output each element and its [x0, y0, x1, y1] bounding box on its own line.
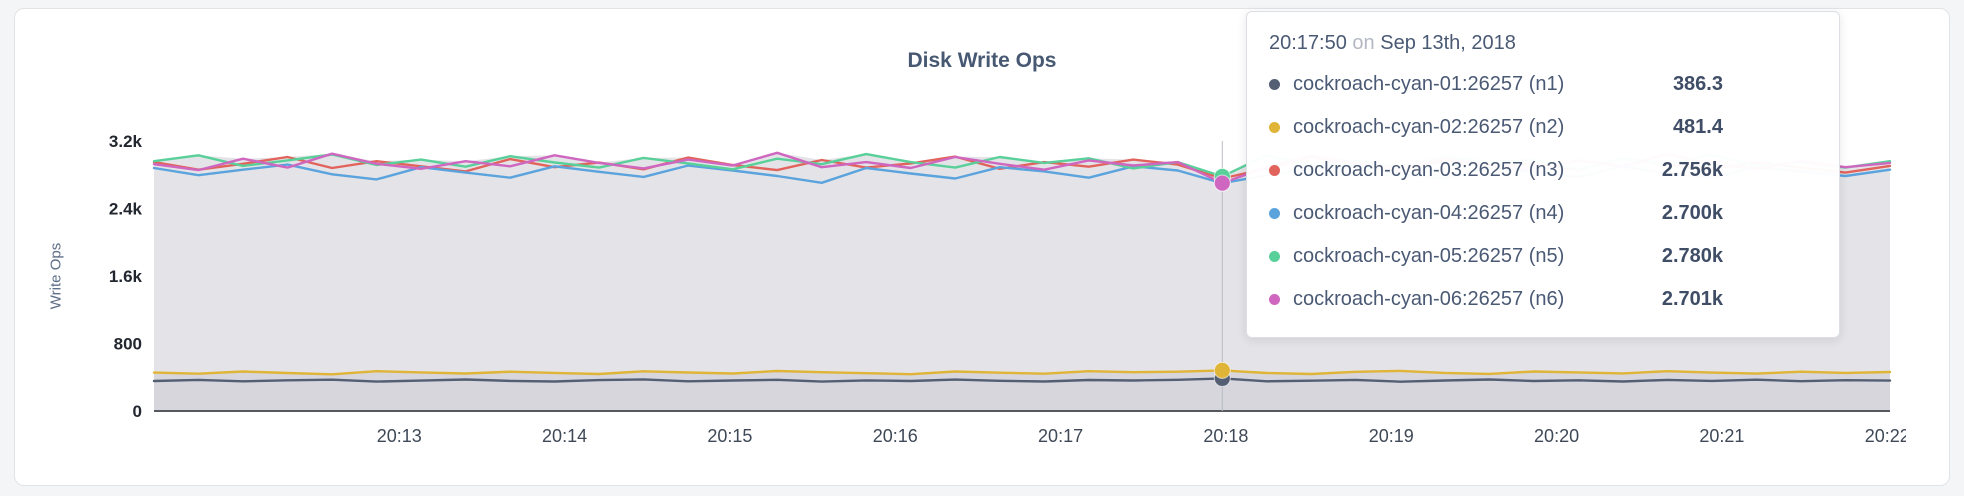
svg-text:20:13: 20:13 — [377, 426, 422, 446]
series-name: cockroach-cyan-01:26257 (n1) — [1293, 73, 1565, 95]
series-name: cockroach-cyan-05:26257 (n5) — [1293, 245, 1565, 267]
tooltip-on-word: on — [1352, 32, 1375, 54]
series-color-dot — [1269, 122, 1280, 133]
svg-text:1.6k: 1.6k — [109, 267, 143, 286]
tooltip-rows: cockroach-cyan-01:26257 (n1) 386.3 cockr… — [1269, 63, 1817, 321]
series-name: cockroach-cyan-06:26257 (n6) — [1293, 288, 1565, 310]
series-value: 386.3 — [1672, 73, 1723, 95]
tooltip-series-row: cockroach-cyan-06:26257 (n6) 2.701k — [1269, 278, 1817, 321]
chart-title: Disk Write Ops — [907, 49, 1057, 72]
svg-text:20:22: 20:22 — [1865, 426, 1906, 446]
series-color-dot — [1269, 208, 1280, 219]
series-color-dot — [1269, 251, 1280, 262]
tooltip-series-row: cockroach-cyan-05:26257 (n5) 2.780k — [1269, 235, 1817, 278]
svg-text:0: 0 — [133, 402, 142, 421]
tooltip-series-row: cockroach-cyan-02:26257 (n2) 481.4 — [1269, 106, 1817, 149]
series-color-dot — [1269, 165, 1280, 176]
tooltip-time: 20:17:50 — [1269, 32, 1347, 54]
tooltip-date: Sep 13th, 2018 — [1380, 32, 1516, 54]
series-name: cockroach-cyan-02:26257 (n2) — [1293, 116, 1565, 138]
series-name: cockroach-cyan-03:26257 (n3) — [1293, 159, 1565, 181]
y-axis-label: Write Ops — [47, 242, 65, 310]
svg-text:800: 800 — [114, 335, 142, 354]
series-name: cockroach-cyan-04:26257 (n4) — [1293, 202, 1565, 224]
tooltip-series-row: cockroach-cyan-04:26257 (n4) 2.700k — [1269, 192, 1817, 235]
series-color-dot — [1269, 294, 1280, 305]
svg-text:20:20: 20:20 — [1534, 426, 1579, 446]
tooltip-series-row: cockroach-cyan-01:26257 (n1) 386.3 — [1269, 63, 1817, 106]
svg-text:20:19: 20:19 — [1369, 426, 1414, 446]
series-color-dot — [1269, 79, 1280, 90]
svg-text:3.2k: 3.2k — [109, 132, 143, 151]
tooltip-header: 20:17:50 on Sep 13th, 2018 — [1269, 32, 1817, 55]
series-value: 2.701k — [1661, 288, 1723, 310]
chart-card: Disk Write Ops Write Ops 0 800 1.6k 2.4k 3.2… — [14, 8, 1950, 486]
svg-text:20:17: 20:17 — [1038, 426, 1083, 446]
series-value: 481.4 — [1672, 116, 1723, 138]
tooltip-series-row: cockroach-cyan-03:26257 (n3) 2.756k — [1269, 149, 1817, 192]
svg-text:2.4k: 2.4k — [109, 200, 143, 219]
svg-text:20:21: 20:21 — [1699, 426, 1744, 446]
svg-text:20:18: 20:18 — [1203, 426, 1248, 446]
svg-text:20:14: 20:14 — [542, 426, 587, 446]
series-value: 2.700k — [1661, 202, 1723, 224]
series-value: 2.780k — [1661, 245, 1723, 267]
svg-text:20:15: 20:15 — [707, 426, 752, 446]
series-value: 2.756k — [1661, 159, 1723, 181]
chart-tooltip: 20:17:50 on Sep 13th, 2018 cockroach-cya… — [1246, 11, 1840, 338]
svg-text:20:16: 20:16 — [873, 426, 918, 446]
